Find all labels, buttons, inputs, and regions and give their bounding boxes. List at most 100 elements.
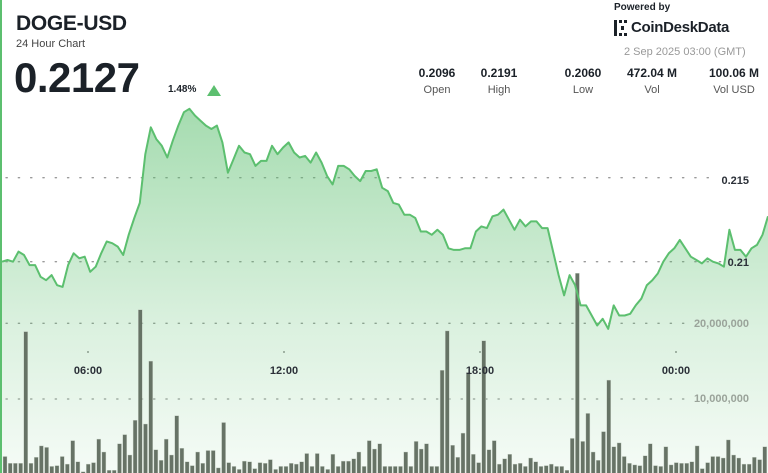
volume-tick-label: 20,000,000 — [694, 318, 749, 330]
volume-bar — [408, 466, 414, 473]
volume-bar — [75, 461, 81, 473]
stat-value: 0.2060 — [564, 66, 602, 80]
volume-bar — [622, 456, 627, 473]
volume-bar — [190, 465, 195, 473]
volume-bar — [700, 468, 705, 473]
volume-bar — [263, 463, 268, 473]
volume-bar — [606, 379, 611, 473]
volume-bar — [91, 462, 96, 473]
left-accent-bar — [0, 0, 2, 473]
volume-bar — [674, 462, 679, 473]
volume-bar — [627, 463, 632, 473]
volume-bar — [538, 466, 544, 473]
volume-bar — [377, 443, 382, 473]
volume-bar — [335, 466, 341, 473]
volume-bar — [648, 443, 653, 473]
volume-bar — [570, 438, 575, 473]
volume-bar — [455, 457, 460, 473]
stat-label: High — [487, 84, 511, 96]
symbol-title: DOGE-USD — [16, 12, 127, 35]
volume-bar — [247, 461, 252, 473]
stat-label: Vol USD — [713, 84, 755, 96]
volume-bar — [86, 463, 91, 473]
volume-bar — [195, 451, 200, 473]
volume-bar — [28, 463, 34, 473]
volume-bar — [460, 432, 466, 473]
volume-bar — [439, 370, 445, 473]
powered-by-label: Powered by — [614, 2, 671, 13]
stat-label: Open — [423, 84, 451, 96]
volume-bar — [153, 449, 159, 473]
volume-bar — [351, 458, 356, 473]
volume-bar — [736, 457, 741, 473]
volume-bar — [112, 470, 117, 473]
volume-bar — [689, 461, 695, 473]
volume-bar — [315, 453, 320, 473]
stat-value: 472.04 M — [626, 66, 678, 80]
volume-bar — [502, 458, 507, 473]
volume-bar — [320, 466, 325, 473]
volume-bar — [330, 454, 336, 473]
stat-open: 0.2096 Open — [402, 66, 472, 96]
volume-bar — [481, 340, 486, 473]
volume-bar — [575, 273, 580, 473]
volume-bar — [101, 451, 107, 473]
volume-bar — [13, 463, 18, 473]
volume-bar — [523, 466, 528, 473]
volume-bar — [710, 456, 715, 473]
volume-bar — [512, 463, 518, 473]
volume-bar — [372, 448, 377, 473]
stat-label: Vol — [644, 84, 660, 96]
volume-bar — [39, 445, 44, 473]
time-tick-label: 18:00 — [466, 365, 494, 377]
volume-bar — [393, 466, 398, 473]
brand-name: CoinDeskData — [631, 19, 730, 36]
volume-bar — [694, 445, 700, 473]
volume-bar — [346, 460, 351, 473]
volume-bar — [242, 460, 247, 473]
volume-bar — [70, 440, 75, 473]
volume-bar — [294, 463, 299, 473]
volume-bar — [278, 466, 283, 473]
volume-bar — [236, 469, 242, 473]
volume-bar — [221, 422, 226, 473]
price-tick-label: 0.215 — [721, 175, 749, 187]
volume-bar — [205, 450, 211, 473]
price-tick-label: 0.21 — [728, 257, 749, 269]
volume-bar — [528, 457, 533, 473]
volume-bar — [549, 463, 554, 473]
volume-bar — [642, 455, 648, 473]
volume-bar — [117, 443, 122, 473]
volume-bar — [273, 469, 278, 473]
volume-bar — [216, 467, 221, 473]
volume-bar — [419, 448, 424, 473]
volume-bar — [122, 434, 127, 473]
volume-bar — [164, 438, 169, 473]
time-tick-label: 00:00 — [662, 365, 690, 377]
stat-low: 0.2060 Low — [548, 66, 618, 96]
stat-value: 100.06 M — [708, 66, 760, 80]
volume-bar — [325, 469, 330, 473]
time-tick-label: 12:00 — [270, 365, 298, 377]
volume-bar — [44, 447, 49, 473]
price-area-fill — [2, 108, 768, 473]
volume-bar — [554, 466, 559, 473]
volume-bar — [476, 462, 481, 473]
volume-bar — [367, 440, 372, 473]
volume-bar — [731, 454, 736, 473]
volume-bar — [497, 463, 502, 473]
volume-tick-label: 10,000,000 — [694, 393, 749, 405]
coindesk-logo-icon — [614, 19, 627, 36]
volume-bar — [726, 439, 731, 473]
volume-bar — [757, 459, 762, 473]
volume-bar — [492, 440, 497, 473]
volume-bar — [127, 454, 133, 473]
volume-bar — [658, 466, 663, 473]
volume-bar — [663, 446, 669, 473]
volume-bar — [471, 454, 476, 473]
volume-bar — [679, 463, 684, 473]
volume-bar — [611, 446, 617, 473]
volume-bar — [564, 470, 570, 473]
volume-bar — [289, 463, 294, 473]
